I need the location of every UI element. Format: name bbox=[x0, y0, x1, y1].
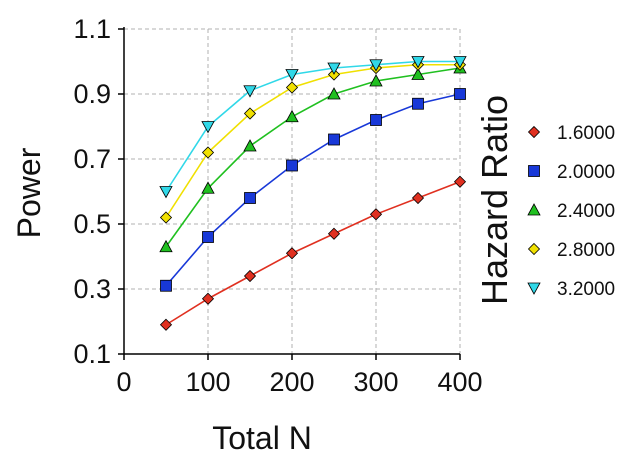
series-line-2 bbox=[165, 67, 461, 248]
series-lines bbox=[165, 60, 461, 326]
data-point-series-4 bbox=[285, 69, 299, 82]
data-point-series-1 bbox=[202, 231, 214, 243]
data-point-series-0 bbox=[243, 269, 257, 283]
data-point-series-4 bbox=[159, 186, 173, 199]
legend-marker-0 bbox=[527, 125, 541, 139]
data-point-series-1 bbox=[160, 279, 172, 292]
grid-lines bbox=[124, 28, 461, 354]
data-point-series-1 bbox=[454, 88, 466, 100]
data-point-series-0 bbox=[159, 318, 173, 331]
x-tick-label: 400 bbox=[437, 367, 482, 397]
series-line-0 bbox=[165, 181, 461, 326]
data-point-series-2 bbox=[243, 139, 257, 152]
legend-marker-2 bbox=[527, 203, 541, 216]
x-axis-title: Total N bbox=[212, 420, 312, 456]
data-point-series-3 bbox=[201, 146, 215, 159]
legend-marker-1 bbox=[528, 165, 540, 177]
data-point-series-2 bbox=[201, 181, 215, 194]
data-point-series-3 bbox=[159, 211, 173, 224]
data-point-series-4 bbox=[243, 85, 257, 98]
data-point-series-3 bbox=[243, 107, 257, 120]
data-point-series-2 bbox=[285, 109, 299, 123]
series-markers bbox=[159, 56, 467, 331]
data-point-series-2 bbox=[411, 67, 425, 80]
series-line-3 bbox=[165, 63, 460, 218]
data-point-series-0 bbox=[285, 247, 299, 260]
data-point-series-4 bbox=[411, 56, 425, 69]
data-point-series-1 bbox=[370, 114, 382, 126]
legend-label: 2.4000 bbox=[557, 201, 615, 222]
data-point-series-2 bbox=[327, 87, 341, 100]
y-tick-label: 0.1 bbox=[73, 339, 111, 369]
legend-label: 2.8000 bbox=[557, 240, 615, 261]
legend-title: Hazard Ratio bbox=[474, 95, 515, 305]
data-point-series-1 bbox=[328, 133, 340, 146]
y-axis-title: Power bbox=[11, 147, 47, 238]
legend-label: 1.6000 bbox=[557, 123, 615, 144]
data-point-series-1 bbox=[244, 192, 256, 204]
data-point-series-4 bbox=[369, 59, 383, 72]
data-point-series-0 bbox=[453, 175, 467, 188]
legend-label: 3.2000 bbox=[557, 279, 615, 300]
y-tick-label: 0.9 bbox=[73, 79, 111, 109]
x-tick-label: 200 bbox=[269, 367, 314, 397]
y-tick-label: 0.7 bbox=[73, 144, 111, 174]
data-point-series-2 bbox=[369, 74, 383, 87]
tick-labels: 0.1 0.3 0.5 0.7 0.9 1.1 0 100 200 300 400 bbox=[73, 14, 482, 397]
legend-marker-4 bbox=[527, 282, 541, 295]
x-tick-label: 100 bbox=[185, 367, 230, 397]
x-tick-label: 0 bbox=[116, 367, 131, 397]
data-point-series-1 bbox=[286, 159, 298, 172]
y-tick-label: 1.1 bbox=[73, 14, 111, 44]
data-point-series-4 bbox=[201, 121, 215, 134]
data-point-series-4 bbox=[327, 62, 341, 75]
axes bbox=[118, 27, 461, 360]
legend-marker-3 bbox=[527, 242, 541, 256]
data-point-series-0 bbox=[369, 208, 383, 221]
data-point-series-3 bbox=[285, 81, 299, 94]
legend: 1.6000 2.0000 2.4000 2.8000 3.2000 bbox=[527, 123, 615, 300]
legend-label: 2.0000 bbox=[557, 162, 615, 183]
y-tick-label: 0.3 bbox=[73, 274, 111, 304]
y-tick-label: 0.5 bbox=[73, 209, 111, 239]
data-point-series-2 bbox=[159, 239, 173, 253]
data-point-series-4 bbox=[453, 56, 467, 69]
data-point-series-0 bbox=[327, 227, 341, 240]
data-point-series-0 bbox=[411, 191, 425, 205]
series-line-1 bbox=[165, 93, 461, 287]
x-tick-label: 300 bbox=[353, 367, 398, 397]
data-point-series-0 bbox=[201, 292, 215, 305]
series-line-4 bbox=[165, 60, 460, 192]
data-point-series-1 bbox=[412, 97, 424, 110]
